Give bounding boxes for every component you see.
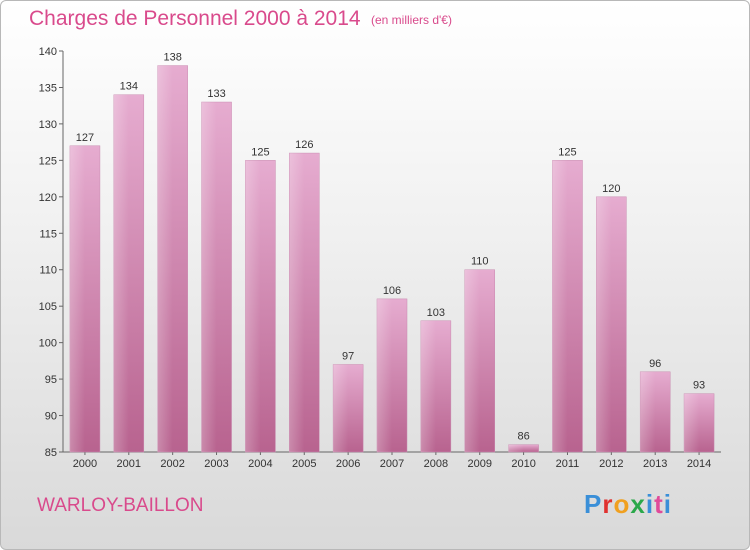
data-label-2011: 125 (558, 146, 576, 158)
x-tick-label-2009: 2009 (467, 458, 491, 470)
x-tick-label-2012: 2012 (599, 458, 623, 470)
bar-highlight (333, 364, 349, 452)
x-tick-label-2013: 2013 (643, 458, 667, 470)
data-label-2010: 86 (517, 431, 529, 443)
x-tick-label-2000: 2000 (73, 458, 97, 470)
data-label-2003: 133 (207, 88, 225, 100)
data-label-2008: 103 (427, 307, 445, 319)
bar-highlight (113, 94, 129, 452)
x-tick-label-2004: 2004 (248, 458, 272, 470)
x-tick-label-2014: 2014 (687, 458, 711, 470)
bar-highlight (377, 298, 392, 452)
chart-title: Charges de Personnel 2000 à 2014 (29, 7, 361, 30)
data-label-2013: 96 (649, 358, 661, 370)
data-label-2001: 134 (120, 81, 138, 93)
data-label-2009: 110 (471, 256, 489, 268)
x-tick-label-2001: 2001 (117, 458, 141, 470)
y-tick-label: 100 (39, 338, 57, 350)
x-tick-label-2003: 2003 (204, 458, 228, 470)
bar-highlight (596, 196, 612, 452)
bar-highlight (464, 269, 480, 452)
x-tick-label-2010: 2010 (511, 458, 535, 470)
data-label-2006: 97 (342, 351, 354, 363)
bar-highlight (289, 153, 305, 452)
bar-highlight (157, 65, 173, 452)
chart-subtitle: (en milliers d'€) (371, 13, 452, 27)
bar-highlight (245, 160, 261, 452)
bar-highlight (640, 371, 656, 452)
bar-highlight (508, 444, 524, 452)
data-label-2012: 120 (602, 183, 620, 195)
data-label-2002: 138 (163, 52, 181, 64)
bars (69, 65, 715, 453)
y-tick-label: 135 (39, 82, 57, 94)
bar-highlight (420, 320, 436, 452)
x-tick-label-2007: 2007 (380, 458, 404, 470)
y-tick-label: 85 (45, 447, 57, 459)
x-tick-label-2011: 2011 (556, 458, 580, 470)
y-tick-label: 110 (39, 265, 57, 277)
bar-highlight (552, 160, 568, 452)
x-tick-label-2008: 2008 (424, 458, 448, 470)
y-tick-label: 140 (39, 46, 57, 58)
x-tick-label-2002: 2002 (160, 458, 184, 470)
y-tick-label: 95 (45, 374, 57, 386)
x-tick-label-2005: 2005 (292, 458, 316, 470)
data-label-2000: 127 (76, 132, 94, 144)
y-tick-label: 105 (39, 301, 57, 313)
y-tick-label: 125 (39, 155, 57, 167)
x-tick-label-2006: 2006 (336, 458, 360, 470)
y-tick-label: 90 (45, 411, 57, 423)
y-tick-label: 115 (39, 228, 57, 240)
bar-highlight (684, 393, 700, 452)
data-label-2005: 126 (295, 139, 313, 151)
data-label-2007: 106 (383, 285, 401, 297)
bar-highlight (69, 145, 85, 453)
y-tick-label: 120 (39, 192, 57, 204)
y-tick-label: 130 (39, 119, 57, 131)
data-label-2004: 125 (251, 146, 269, 158)
commune-name: WARLOY-BAILLON (37, 495, 204, 516)
proxiti-logo[interactable]: Proxiti (584, 489, 672, 519)
data-labels: 127 134 138 133 125 126 97 106 103 110 86 125 120 96 9… (76, 52, 705, 443)
bar-highlight (201, 102, 217, 452)
data-label-2014: 93 (693, 380, 705, 392)
